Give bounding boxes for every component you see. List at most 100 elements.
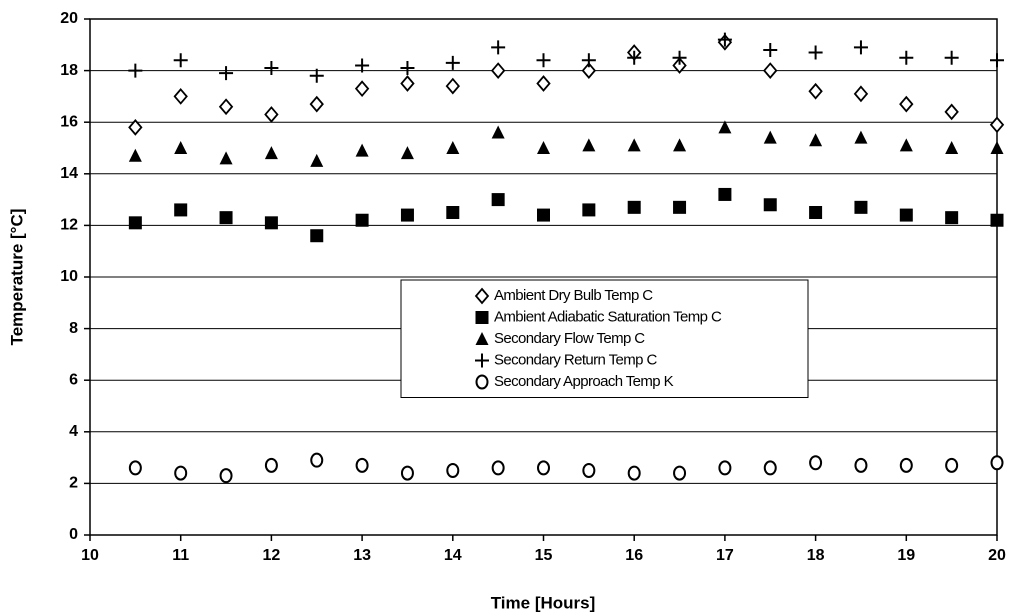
point <box>673 465 687 481</box>
point <box>717 32 732 47</box>
point <box>446 463 460 478</box>
point <box>264 61 279 76</box>
point <box>219 66 234 81</box>
y-tick-label: 10 <box>60 268 78 285</box>
point <box>219 211 233 225</box>
point <box>899 138 913 152</box>
y-axis-title: Temperature [°C] <box>7 209 26 346</box>
point <box>536 53 551 68</box>
point <box>854 457 868 473</box>
point <box>219 468 233 484</box>
y-tick-label: 20 <box>60 10 78 27</box>
point <box>400 146 414 160</box>
point <box>581 53 596 68</box>
point <box>899 50 914 65</box>
point <box>310 153 324 167</box>
point <box>990 141 1004 154</box>
point <box>264 457 278 473</box>
point <box>310 452 324 468</box>
point <box>355 58 370 73</box>
point <box>536 75 551 92</box>
point <box>945 141 959 154</box>
x-tick-label: 15 <box>535 547 553 564</box>
point <box>218 98 234 116</box>
legend-box <box>400 279 809 398</box>
x-tick-label: 18 <box>807 547 825 564</box>
point <box>310 229 324 243</box>
point <box>808 45 823 60</box>
point <box>400 465 414 481</box>
point <box>989 116 1005 134</box>
point <box>354 80 370 98</box>
point <box>537 141 550 154</box>
point <box>673 200 687 214</box>
point <box>128 148 142 162</box>
point <box>718 120 732 134</box>
point <box>355 213 369 227</box>
point <box>446 141 460 154</box>
point <box>582 203 596 217</box>
point <box>944 103 959 121</box>
point <box>264 106 279 123</box>
y-tick-label: 0 <box>69 526 78 543</box>
point <box>763 130 777 144</box>
point <box>355 143 369 157</box>
y-tick-label: 6 <box>69 371 78 388</box>
point <box>173 53 188 68</box>
point <box>446 206 460 219</box>
point <box>718 460 732 476</box>
legend-label: Secondary Return Temp C <box>494 351 657 368</box>
plot-frame <box>89 18 998 536</box>
point <box>763 198 777 212</box>
point <box>581 62 597 79</box>
legend-marker <box>474 287 490 305</box>
x-tick-label: 11 <box>172 547 189 564</box>
point <box>174 141 188 154</box>
point <box>491 40 506 55</box>
x-tick-label: 10 <box>81 547 99 564</box>
point <box>582 138 596 152</box>
point <box>537 208 550 222</box>
point <box>854 130 868 144</box>
point <box>174 203 188 217</box>
point <box>853 85 869 103</box>
point <box>219 151 233 165</box>
point <box>173 88 188 105</box>
point <box>673 138 687 152</box>
legend: Ambient Dry Bulb Temp C Ambient Adiabatic… <box>400 279 809 398</box>
point <box>718 187 732 201</box>
point <box>945 211 959 225</box>
point <box>264 216 278 230</box>
point <box>899 457 913 473</box>
y-tick-label: 12 <box>60 217 78 234</box>
y-tick-label: 18 <box>60 62 78 79</box>
point <box>490 62 506 79</box>
point <box>944 50 959 65</box>
point <box>400 61 415 76</box>
point <box>990 455 1004 471</box>
point <box>899 208 913 222</box>
legend-marker <box>475 374 489 390</box>
y-tick-label: 8 <box>69 320 78 337</box>
point <box>445 55 460 70</box>
x-tick-label: 20 <box>988 547 1006 564</box>
point <box>763 460 777 476</box>
point <box>672 57 687 74</box>
point <box>627 138 641 152</box>
point <box>264 146 278 160</box>
legend-label: Secondary Flow Temp C <box>494 330 645 347</box>
point <box>400 75 415 92</box>
point <box>491 125 505 139</box>
point <box>128 460 142 476</box>
point <box>809 455 823 471</box>
point <box>854 200 868 214</box>
point <box>763 62 778 79</box>
point <box>853 40 868 55</box>
point <box>672 50 687 65</box>
point <box>990 53 1004 68</box>
point <box>174 465 188 481</box>
point <box>627 465 641 481</box>
legend-label: Ambient Adiabatic Saturation Temp C <box>494 308 722 325</box>
x-tick-label: 19 <box>897 547 915 564</box>
